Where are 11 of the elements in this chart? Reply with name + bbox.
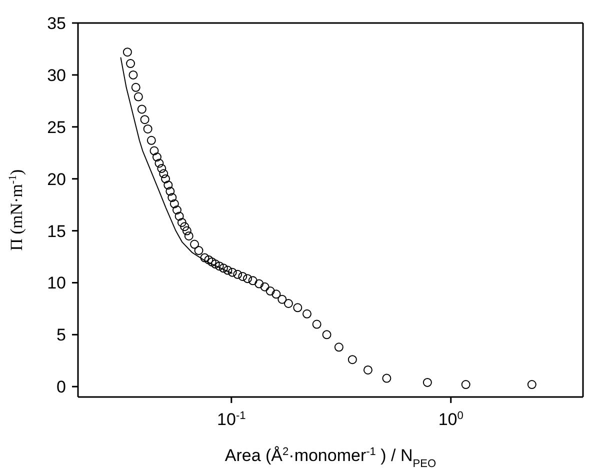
y-tick-label: 30 [47,66,66,85]
y-tick-label: 35 [47,14,66,33]
y-tick-label: 0 [56,378,66,397]
y-tick-label: 10 [47,274,66,293]
y-tick-label: 5 [56,326,66,345]
y-tick-label: 20 [47,170,66,189]
y-tick-label: 15 [47,222,66,241]
x-axis-title: Area (Å$^{2}$·monomer$^{-1}$ ) / N$_{PEO}$ [224,446,437,470]
y-tick-label: 25 [47,118,66,137]
x-tick-label: 10$^{-1}$ [217,410,246,429]
x-tick-label: 10$^{0}$ [438,410,464,429]
